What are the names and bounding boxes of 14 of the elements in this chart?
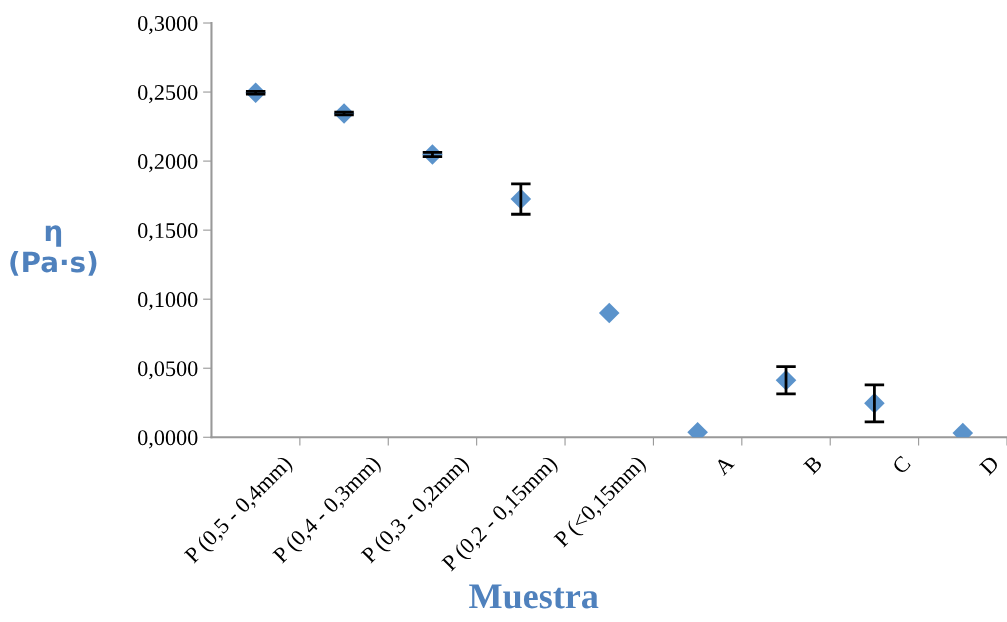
y-tick-label: 0,3000 <box>138 15 198 35</box>
y-axis-title: η (Pa·s) <box>10 225 97 276</box>
point <box>598 302 620 324</box>
x-tick-label: B <box>803 455 823 475</box>
y-tick-label: 0,1000 <box>138 292 198 311</box>
y-tick-label: 0,2500 <box>138 84 198 104</box>
y-tick-label: 0,1500 <box>138 223 198 242</box>
y-tick-label: 0,2000 <box>138 154 198 173</box>
y-tick-label: 0,0500 <box>138 361 198 380</box>
x-tick-label: D <box>979 455 1000 476</box>
x-tick-label: C <box>891 455 912 475</box>
x-axis-title: Muestra <box>469 584 599 609</box>
y-tick-label: 0,0000 <box>138 430 198 449</box>
x-tick-label: A <box>713 454 735 476</box>
